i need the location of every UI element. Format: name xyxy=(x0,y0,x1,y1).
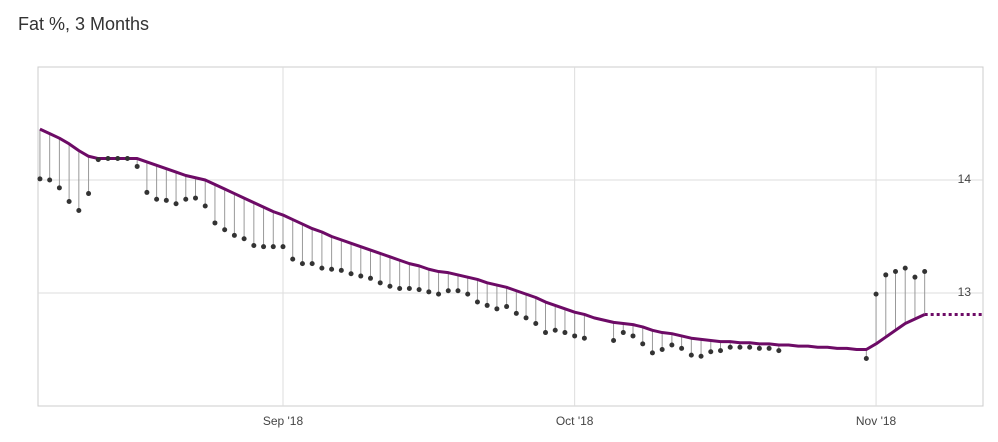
x-tick-label: Oct '18 xyxy=(556,414,594,428)
data-point xyxy=(640,341,646,347)
data-point xyxy=(163,197,169,203)
y-tick-label: 14 xyxy=(958,172,972,186)
data-point xyxy=(231,232,237,238)
data-point xyxy=(465,291,471,297)
data-point xyxy=(756,345,762,351)
data-point xyxy=(611,337,617,343)
data-point xyxy=(649,350,655,356)
data-point xyxy=(193,195,198,201)
data-point xyxy=(922,269,928,275)
data-point xyxy=(552,327,558,333)
data-point xyxy=(620,330,626,336)
data-point xyxy=(280,244,286,250)
data-point xyxy=(776,348,782,354)
data-point xyxy=(397,285,403,291)
data-point xyxy=(688,352,694,358)
data-point xyxy=(173,201,179,207)
data-point xyxy=(154,196,160,202)
data-point xyxy=(426,289,432,295)
data-point xyxy=(241,236,247,242)
data-point xyxy=(416,287,422,293)
x-tick-label: Nov '18 xyxy=(856,414,897,428)
trend-line xyxy=(39,127,926,351)
data-point xyxy=(523,315,529,321)
data-point xyxy=(270,244,276,250)
data-point xyxy=(669,342,675,348)
data-point xyxy=(474,299,480,305)
data-point xyxy=(183,196,189,202)
data-point xyxy=(358,273,364,279)
data-point xyxy=(679,345,685,351)
data-point xyxy=(698,353,704,359)
data-point xyxy=(902,265,908,271)
data-point xyxy=(747,344,753,350)
data-point xyxy=(718,348,723,354)
data-point xyxy=(630,333,636,339)
data-point xyxy=(338,267,344,273)
data-point xyxy=(727,344,733,350)
data-point xyxy=(76,208,82,214)
data-point xyxy=(222,227,228,233)
data-point xyxy=(436,291,442,297)
data-point xyxy=(261,244,267,250)
data-point xyxy=(513,310,519,316)
data-point xyxy=(406,285,412,291)
data-point xyxy=(377,280,383,286)
data-point xyxy=(708,349,714,355)
data-point xyxy=(533,321,539,327)
data-point xyxy=(66,198,72,204)
data-point xyxy=(37,176,43,182)
data-point xyxy=(484,302,490,308)
data-point xyxy=(893,269,898,275)
data-point xyxy=(883,272,889,278)
data-point xyxy=(494,306,500,312)
data-point xyxy=(212,220,218,226)
data-point xyxy=(455,288,461,294)
data-point xyxy=(873,291,879,297)
data-point xyxy=(348,271,354,277)
data-point xyxy=(95,157,101,163)
data-point xyxy=(659,347,665,352)
data-point xyxy=(290,256,296,262)
data-point xyxy=(251,243,257,249)
plot-frame xyxy=(37,66,984,407)
data-point xyxy=(329,266,335,272)
data-point xyxy=(912,274,918,280)
data-point xyxy=(766,345,772,351)
data-point xyxy=(737,344,743,350)
data-point xyxy=(581,335,587,341)
data-point xyxy=(134,163,140,169)
data-point xyxy=(115,156,121,162)
data-point xyxy=(299,261,305,267)
data-point xyxy=(105,156,111,162)
data-point xyxy=(572,333,578,339)
data-point xyxy=(56,185,62,191)
data-point xyxy=(543,330,548,336)
data-point xyxy=(445,288,451,294)
chart-title: Fat %, 3 Months xyxy=(18,14,149,34)
data-point xyxy=(368,275,373,281)
data-point xyxy=(309,261,315,267)
data-point xyxy=(387,283,393,289)
data-point xyxy=(47,177,53,183)
data-point xyxy=(86,191,92,197)
data-point xyxy=(863,356,869,362)
data-point xyxy=(124,156,130,162)
data-point xyxy=(202,203,208,209)
x-tick-label: Sep '18 xyxy=(263,414,304,428)
data-point xyxy=(319,265,325,271)
y-tick-label: 13 xyxy=(958,285,972,299)
data-point xyxy=(504,304,510,310)
data-point xyxy=(562,330,568,336)
data-point xyxy=(144,189,150,195)
